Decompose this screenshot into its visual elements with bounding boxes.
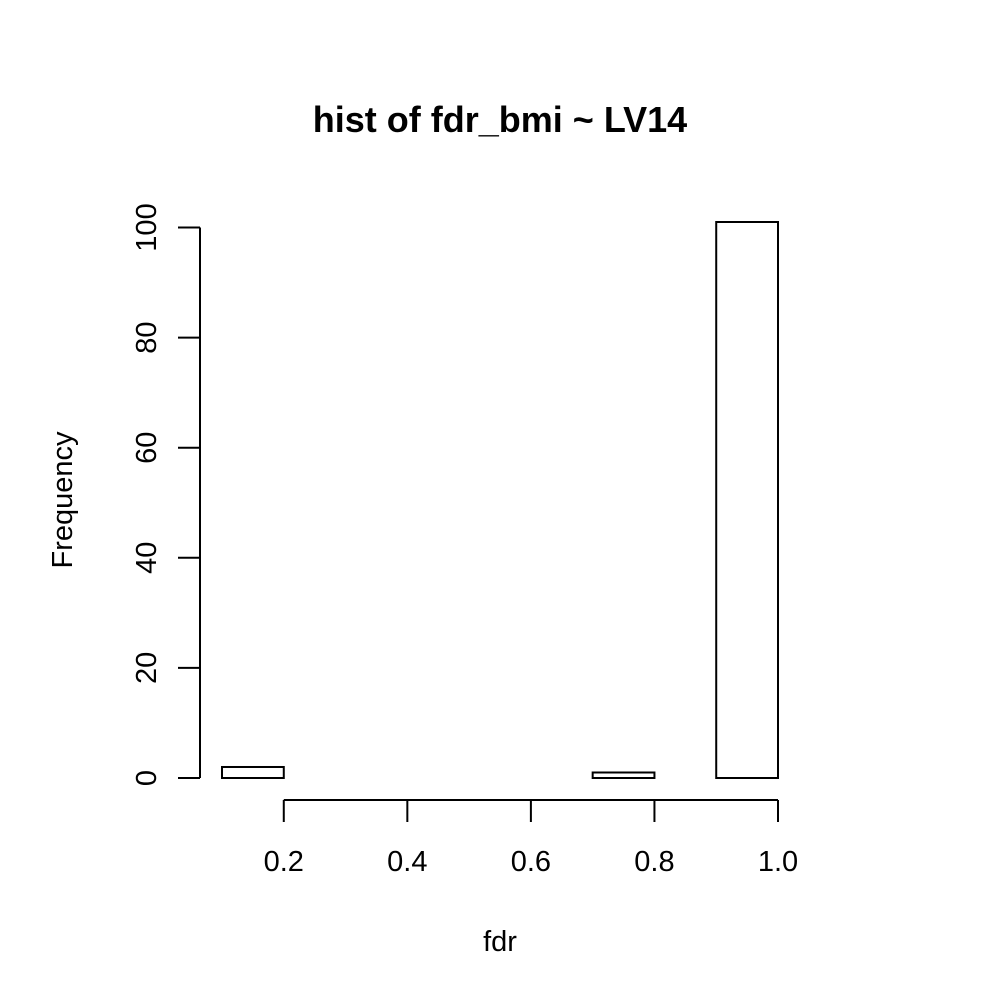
x-tick-label: 0.6 bbox=[511, 846, 551, 878]
histogram-bar bbox=[591, 771, 656, 780]
y-axis: 0 20 40 60 80 100 bbox=[131, 203, 201, 786]
chart-title: hist of fdr_bmi ~ LV14 bbox=[313, 99, 687, 140]
y-tick-label: 40 bbox=[131, 542, 163, 574]
y-axis-label: Frequency bbox=[47, 431, 79, 569]
y-tick-label: 0 bbox=[131, 770, 163, 786]
x-tick-label: 0.2 bbox=[264, 846, 304, 878]
x-tick-label: 1.0 bbox=[758, 846, 798, 878]
x-tick-label: 0.8 bbox=[634, 846, 674, 878]
histogram-bar bbox=[221, 765, 285, 780]
histogram-bar bbox=[715, 221, 780, 779]
x-axis-label: fdr bbox=[483, 926, 517, 958]
x-axis: 0.2 0.4 0.6 0.8 1.0 bbox=[264, 799, 798, 878]
x-tick-label: 0.4 bbox=[387, 846, 427, 878]
y-tick-label: 60 bbox=[131, 432, 163, 464]
y-tick-label: 100 bbox=[131, 203, 163, 251]
y-tick-label: 20 bbox=[131, 652, 163, 684]
bars-group bbox=[221, 221, 780, 780]
y-tick-label: 80 bbox=[131, 321, 163, 353]
